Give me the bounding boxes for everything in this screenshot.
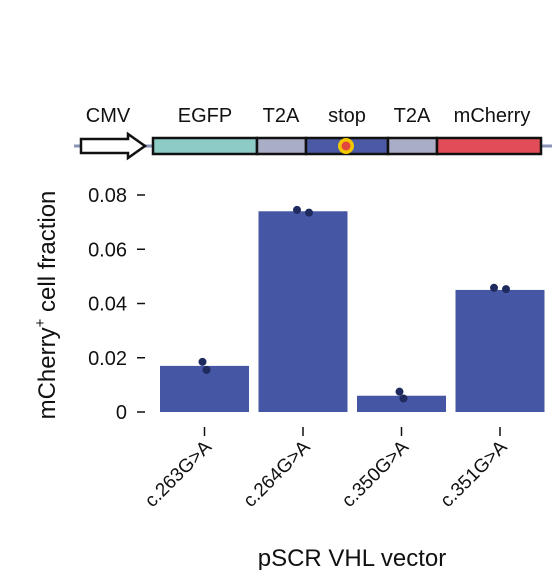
data-point [198,357,207,366]
bar [455,289,545,412]
x-axis: c.263G>A c.264G>A c.350G>A c.351G>A [141,427,512,512]
segment-t2a-2 [386,136,439,156]
segment-mcherry [435,136,543,156]
label-t2a-1: T2A [263,105,300,127]
x-tick-label: c.264G>A [240,436,315,511]
y-tick-label: 0.02 [88,348,127,370]
segment-t2a-1 [255,136,308,156]
x-tick-label: c.351G>A [437,436,512,511]
y-tick-label: 0 [116,402,127,424]
label-cmv: CMV [86,105,131,127]
stop-marker-dot [341,141,351,151]
bars [160,211,545,412]
data-point [293,205,301,214]
data-point [399,394,408,403]
data-point [395,387,404,396]
bar [258,211,348,412]
x-tick-label: c.263G>A [141,436,216,511]
label-egfp: EGFP [178,105,232,127]
y-axis-title-superscript: + [32,318,49,327]
y-tick-label: 0.08 [88,185,127,207]
cmv-promoter-arrow [79,131,148,161]
x-tick-label: c.350G>A [338,436,413,511]
y-tick-label: 0.06 [88,239,127,261]
y-axis: 0 0.02 0.04 0.06 0.08 [88,185,145,424]
data-points [198,205,510,403]
label-t2a-2: T2A [394,105,431,127]
data-point [502,285,510,294]
y-tick-label: 0.04 [88,294,127,316]
label-mcherry: mCherry [454,105,531,127]
construct-diagram: CMV EGFP T2A stop T2A mCherry [74,105,552,161]
bar-chart: 0 0.02 0.04 0.06 0.08 c.263G>A c.264G>A c.350G… [32,185,545,570]
segment-egfp [151,136,259,156]
data-point [305,208,313,217]
bar [160,365,249,412]
data-point [202,365,211,374]
bar [357,395,446,412]
y-axis-title: mCherry+ cell fraction [32,191,61,420]
x-axis-title: pSCR VHL vector [258,545,447,570]
data-point [490,283,498,292]
label-stop: stop [328,105,366,127]
